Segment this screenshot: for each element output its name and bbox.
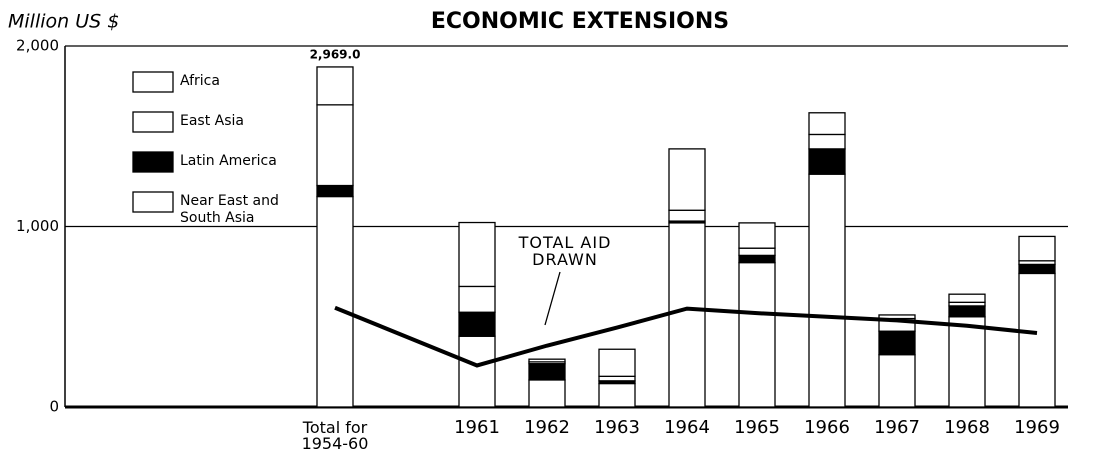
bar-segment <box>598 348 636 377</box>
x-tick-label: 1967 <box>874 417 920 438</box>
bar-segment <box>948 316 986 408</box>
bar-segment <box>458 221 496 288</box>
y-tick-label: 2,000 <box>16 37 59 55</box>
legend-swatch <box>132 151 174 173</box>
x-tick-label: 1963 <box>594 417 640 438</box>
x-tick-label: 1969 <box>1014 417 1060 438</box>
bar-segment <box>808 112 846 136</box>
bar-segment <box>458 311 496 337</box>
bar-segment <box>948 293 986 303</box>
bar-segment <box>528 363 566 381</box>
legend-swatch <box>132 111 174 133</box>
bar-segment <box>598 382 636 408</box>
bar-segment <box>668 209 706 222</box>
bar-segment <box>668 148 706 211</box>
bar-segment <box>316 195 354 408</box>
x-tick-label: 1968 <box>944 417 990 438</box>
bar-segment <box>808 148 846 175</box>
bar-segment <box>668 222 706 408</box>
x-tick-label: 1966 <box>804 417 850 438</box>
bar-segment <box>878 330 916 356</box>
y-axis-label: Million US $ <box>8 11 119 33</box>
bar-segment <box>808 173 846 408</box>
bar-segment <box>316 104 354 187</box>
line-series <box>334 305 1038 368</box>
legend-swatch <box>132 71 174 93</box>
x-tick-label: 1965 <box>734 417 780 438</box>
bar-segment <box>528 379 566 408</box>
bar-segment <box>738 261 776 408</box>
legend-swatch <box>132 191 174 213</box>
bar-segment <box>598 375 636 382</box>
bar-segment <box>738 247 776 257</box>
legend-label: East Asia <box>180 113 244 129</box>
x-tick-label: 1961 <box>454 417 500 438</box>
annotation: 2,969.0 <box>310 47 361 61</box>
bar-segment <box>316 184 354 198</box>
x-tick-label: 1964 <box>664 417 710 438</box>
line-pointer <box>544 271 561 326</box>
bar-segment <box>738 222 776 249</box>
bar-segment <box>878 354 916 408</box>
bar-segment <box>458 285 496 313</box>
bar-segment <box>316 66 354 106</box>
bar-segment <box>528 358 566 363</box>
legend-label: Latin America <box>180 153 277 169</box>
bar-segment <box>948 305 986 318</box>
x-tick-label: Total for 1954-60 <box>301 418 369 453</box>
chart-title: ECONOMIC EXTENSIONS <box>431 9 729 34</box>
bar-segment <box>1018 235 1056 262</box>
line-label: TOTAL AID DRAWN <box>518 233 612 269</box>
bar-segment <box>1018 263 1056 275</box>
bar-segment <box>1018 272 1056 408</box>
y-tick-label: 1,000 <box>16 217 59 235</box>
x-tick-label: 1962 <box>524 417 570 438</box>
bar-segment <box>808 133 846 150</box>
y-tick-label: 0 <box>49 398 59 416</box>
legend-label: Africa <box>180 73 220 89</box>
bar-segment <box>458 335 496 408</box>
bar-segment <box>738 254 776 264</box>
legend-label: Near East and South Asia <box>180 193 279 226</box>
